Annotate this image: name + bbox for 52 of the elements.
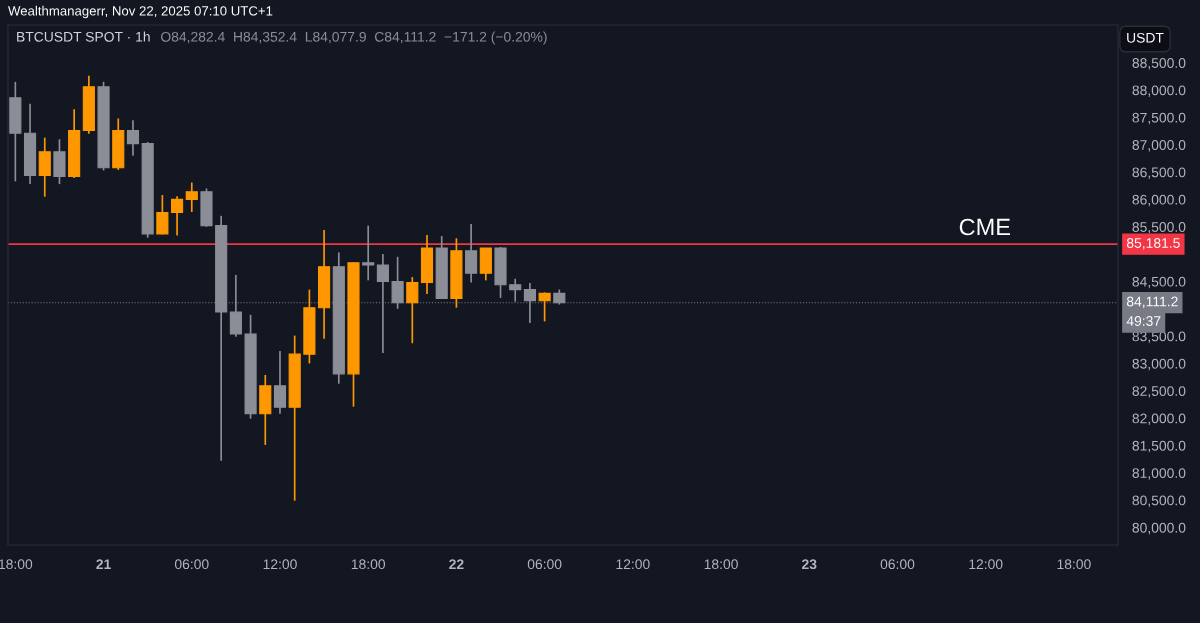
y-tick-label: 84,500.0 <box>1132 276 1186 289</box>
candlestick <box>185 181 198 213</box>
y-tick-label: 83,500.0 <box>1132 331 1186 343</box>
y-tick-label: 87,500.0 <box>1132 112 1186 125</box>
ref-line-label: 85,181.5 <box>1126 238 1180 250</box>
x-tick-label: 06:00 <box>880 559 915 570</box>
candlestick <box>376 253 389 354</box>
text: 49:37 <box>1126 316 1161 326</box>
x-tick-label: 12:00 <box>263 559 297 570</box>
y-tick-label: 85,500.0 <box>1132 222 1186 234</box>
y-tick-label: 86,000.0 <box>1132 194 1186 207</box>
candlestick <box>156 194 169 236</box>
y-tick-label: 80,000.0 <box>1132 522 1186 535</box>
candlestick <box>391 256 404 310</box>
candlestick <box>362 224 375 282</box>
y-tick-label: 88,000.0 <box>1132 85 1186 97</box>
candlestick <box>509 277 522 303</box>
candlestick <box>126 119 140 157</box>
y-tick-label: 88,500.0 <box>1132 58 1186 70</box>
x-tick-label: 18:00 <box>351 559 386 570</box>
candlestick <box>465 223 478 284</box>
x-tick-label: 18:00 <box>0 559 33 570</box>
candlestick <box>538 291 551 323</box>
ref-line-label: 84,111.2 <box>1126 296 1178 309</box>
y-tick-label: 80,500.0 <box>1132 495 1186 507</box>
x-tick-label: 23 <box>802 559 817 570</box>
x-tick-label: 22 <box>449 559 464 569</box>
annotation: CME <box>959 218 1011 236</box>
x-tick-label: 21 <box>96 559 111 569</box>
candlestick <box>171 195 184 237</box>
chart-subtitle: O84,282.4 H84,352.4 L84,077.9 C84,111.2 −171.2 (−0.20%) <box>161 31 547 45</box>
y-tick-label: 82,000.0 <box>1132 413 1186 425</box>
y-tick-label: 82,500.0 <box>1132 386 1186 398</box>
y-tick-label: 81,000.0 <box>1132 468 1186 480</box>
y-axis-title: USDT <box>1127 32 1164 43</box>
candlestick <box>406 276 419 345</box>
x-tick-label: 12:00 <box>616 559 650 570</box>
x-tick-label: 06:00 <box>174 559 209 570</box>
x-tick-label: 18:00 <box>704 559 738 570</box>
candlestick <box>523 282 536 324</box>
y-tick-label: 86,500.0 <box>1132 167 1186 179</box>
candlestick <box>229 274 242 338</box>
x-tick-label: 18:00 <box>1057 559 1091 570</box>
x-tick-label: 12:00 <box>969 559 1003 570</box>
candlestick <box>38 136 51 198</box>
chart-title: BTCUSDT SPOT · 1h <box>17 31 150 42</box>
y-tick-label: 83,000.0 <box>1132 358 1186 371</box>
y-tick-label: 87,000.0 <box>1132 140 1186 152</box>
x-tick-label: 06:00 <box>527 559 562 570</box>
candlestick <box>273 350 287 415</box>
y-tick-label: 81,500.0 <box>1132 440 1186 453</box>
text: Wealthmanagerr, Nov 22, 2025 07:10 UTC+1 <box>8 5 273 19</box>
